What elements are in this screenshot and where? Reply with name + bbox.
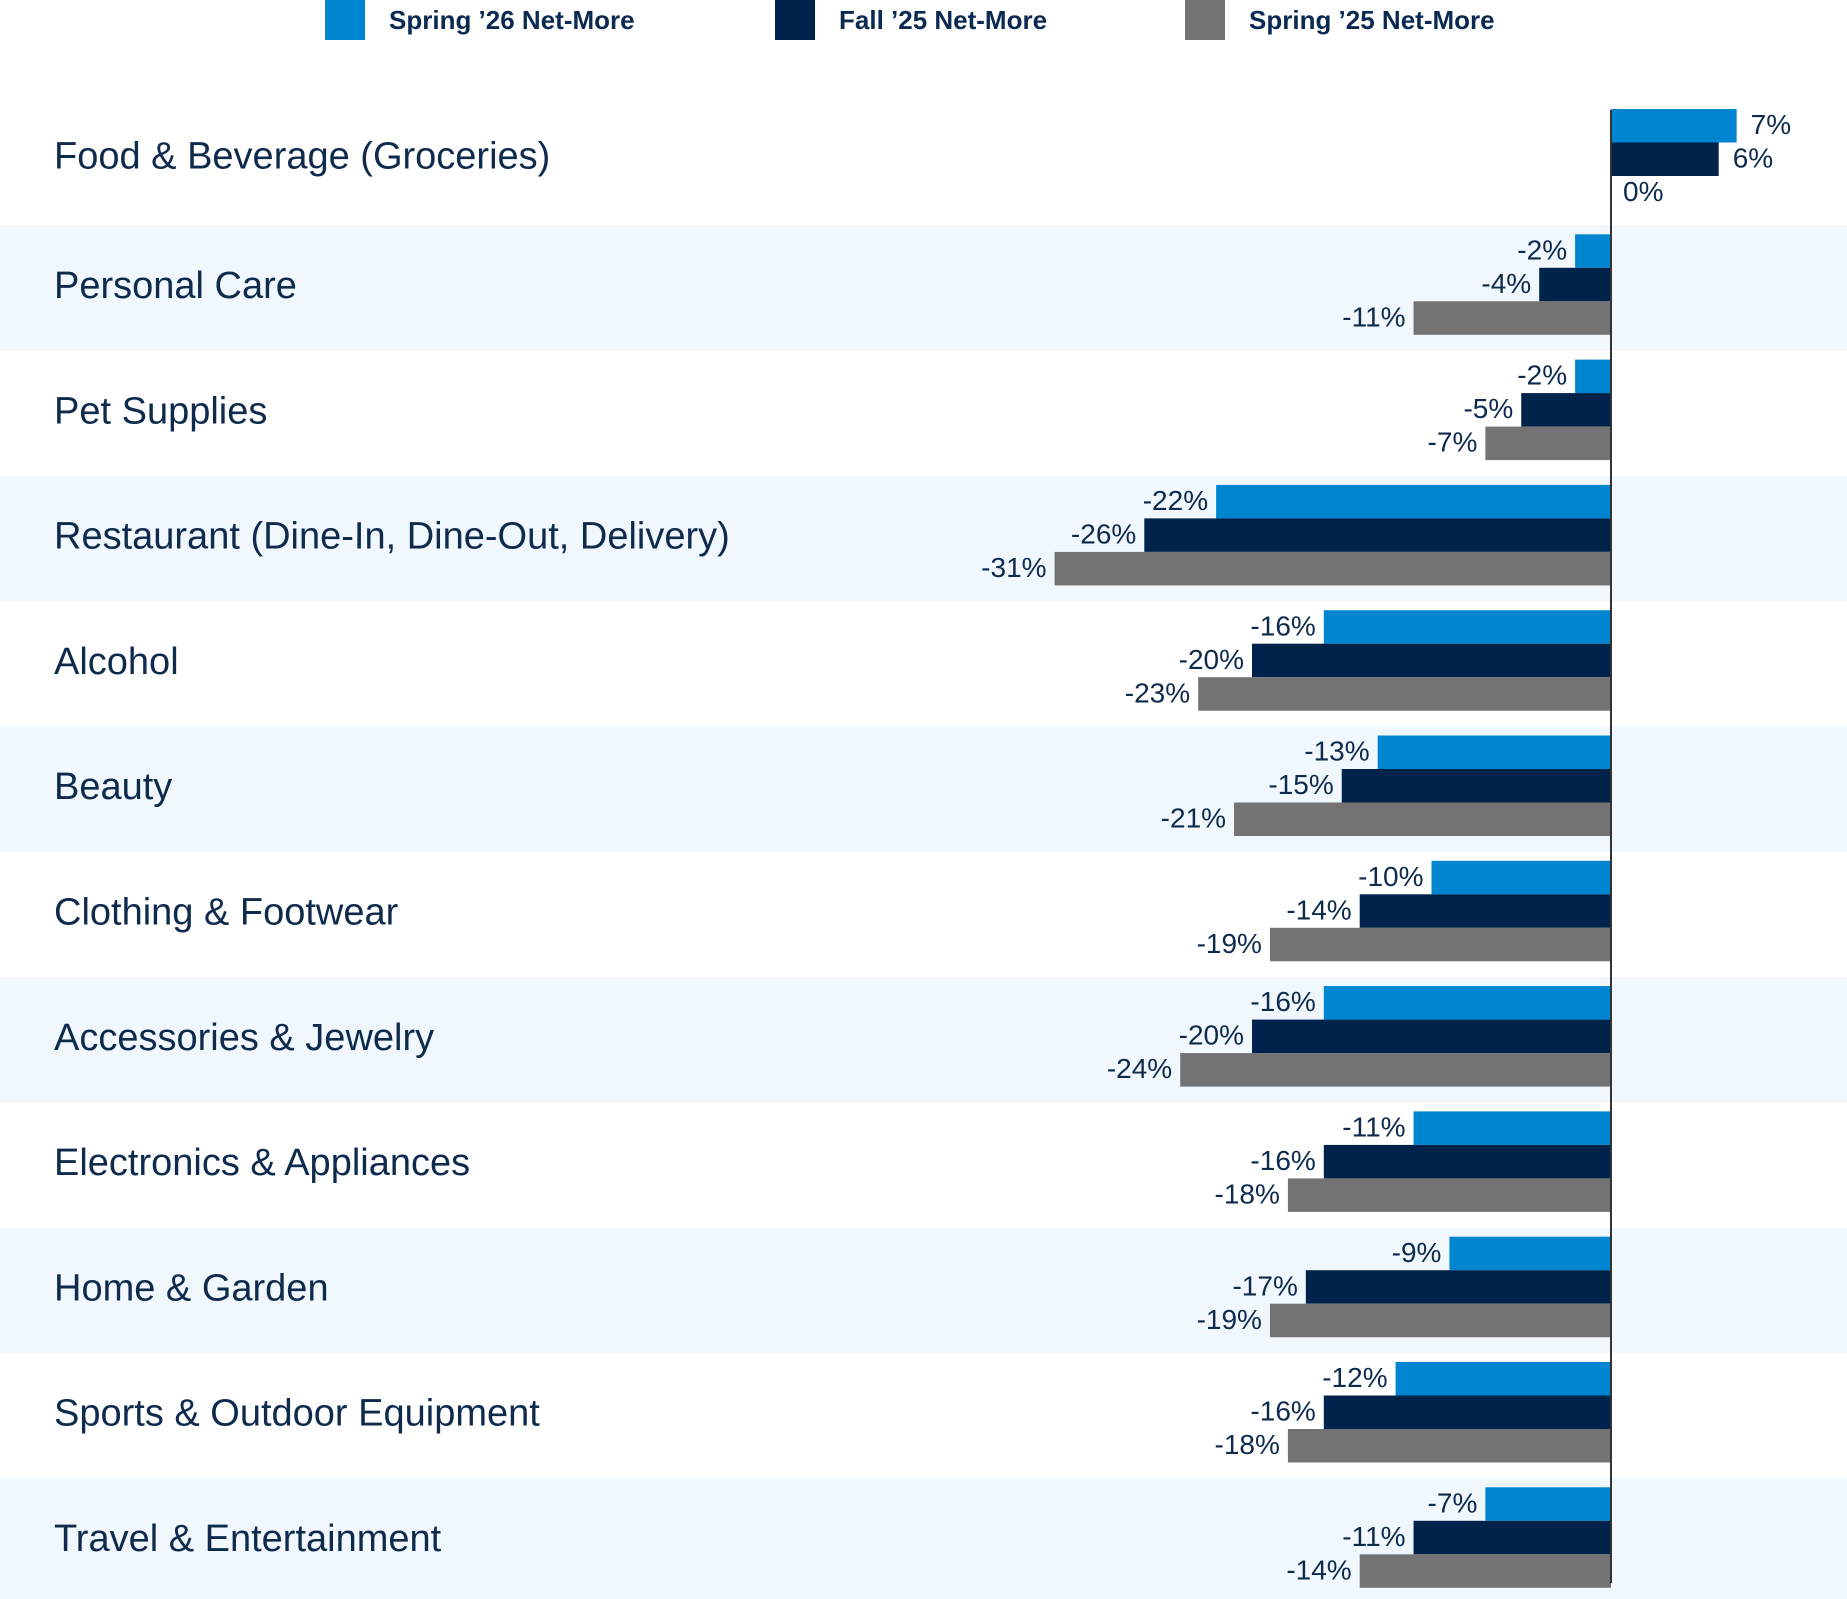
value-label-alcohol-spring-26-net-more: -16% bbox=[1250, 610, 1315, 641]
category-label-travel-entertainment: Travel & Entertainment bbox=[54, 1518, 442, 1560]
legend-label-spring-25: Spring ’25 Net-More bbox=[1249, 4, 1495, 35]
bar-accessories-jewelry-spring-25-net-more bbox=[1180, 1053, 1611, 1087]
legend-item-spring-26: Spring ’26 Net-More bbox=[325, 0, 635, 40]
bar-pet-supplies-fall-25-net-more bbox=[1521, 393, 1611, 427]
value-label-accessories-jewelry-spring-25-net-more: -24% bbox=[1107, 1053, 1172, 1084]
bar-sports-outdoor-equipment-fall-25-net-more bbox=[1323, 1395, 1611, 1429]
value-label-alcohol-spring-25-net-more: -23% bbox=[1125, 677, 1190, 708]
value-label-pet-supplies-spring-26-net-more: -2% bbox=[1517, 360, 1567, 391]
bar-alcohol-spring-25-net-more bbox=[1198, 677, 1611, 711]
value-label-pet-supplies-fall-25-net-more: -5% bbox=[1463, 393, 1513, 424]
category-label-alcohol: Alcohol bbox=[54, 641, 179, 683]
bar-food-beverage-groceries-spring-26-net-more bbox=[1611, 109, 1737, 143]
value-label-personal-care-spring-26-net-more: -2% bbox=[1517, 234, 1567, 265]
bar-travel-entertainment-spring-25-net-more bbox=[1359, 1554, 1611, 1588]
bar-restaurant-dine-in-dine-out-delivery-spring-25-net-more bbox=[1054, 551, 1611, 586]
category-label-clothing-footwear: Clothing & Footwear bbox=[54, 891, 399, 933]
value-label-sports-outdoor-equipment-fall-25-net-more: -16% bbox=[1250, 1396, 1315, 1427]
value-label-beauty-fall-25-net-more: -15% bbox=[1268, 769, 1333, 800]
legend-swatch-spring-26 bbox=[325, 0, 365, 40]
legend-label-spring-26: Spring ’26 Net-More bbox=[389, 4, 635, 35]
bar-personal-care-spring-26-net-more bbox=[1575, 234, 1611, 268]
legend: Spring ’26 Net-More Fall ’25 Net-More Sp… bbox=[0, 0, 1847, 42]
value-label-electronics-appliances-spring-26-net-more: -11% bbox=[1342, 1112, 1405, 1143]
value-label-electronics-appliances-fall-25-net-more: -16% bbox=[1250, 1145, 1315, 1176]
bar-accessories-jewelry-fall-25-net-more bbox=[1252, 1019, 1611, 1054]
bar-restaurant-dine-in-dine-out-delivery-fall-25-net-more bbox=[1144, 518, 1611, 552]
value-label-restaurant-dine-in-dine-out-delivery-fall-25-net-more: -26% bbox=[1071, 519, 1136, 550]
legend-item-spring-25: Spring ’25 Net-More bbox=[1185, 0, 1495, 40]
bar-travel-entertainment-spring-26-net-more bbox=[1485, 1487, 1611, 1521]
category-label-sports-outdoor-equipment: Sports & Outdoor Equipment bbox=[54, 1393, 540, 1435]
bar-accessories-jewelry-spring-26-net-more bbox=[1323, 986, 1611, 1020]
legend-swatch-spring-25 bbox=[1185, 0, 1225, 40]
value-label-food-beverage-groceries-spring-26-net-more: 7% bbox=[1751, 109, 1791, 140]
bar-personal-care-fall-25-net-more bbox=[1539, 267, 1611, 302]
bar-alcohol-spring-26-net-more bbox=[1323, 610, 1611, 644]
legend-item-fall-25: Fall ’25 Net-More bbox=[775, 0, 1047, 40]
category-label-beauty: Beauty bbox=[54, 766, 172, 808]
value-label-restaurant-dine-in-dine-out-delivery-spring-25-net-more: -31% bbox=[981, 552, 1046, 583]
value-label-food-beverage-groceries-spring-25-net-more: 0% bbox=[1623, 176, 1663, 207]
value-label-alcohol-fall-25-net-more: -20% bbox=[1179, 644, 1244, 675]
category-label-electronics-appliances: Electronics & Appliances bbox=[54, 1142, 470, 1184]
value-label-travel-entertainment-spring-25-net-more: -14% bbox=[1286, 1554, 1351, 1585]
value-label-travel-entertainment-fall-25-net-more: -11% bbox=[1342, 1521, 1405, 1552]
value-label-accessories-jewelry-spring-26-net-more: -16% bbox=[1250, 986, 1315, 1017]
bar-beauty-spring-25-net-more bbox=[1234, 802, 1611, 836]
bar-alcohol-fall-25-net-more bbox=[1252, 643, 1611, 678]
value-label-accessories-jewelry-fall-25-net-more: -20% bbox=[1179, 1020, 1244, 1051]
value-label-sports-outdoor-equipment-spring-26-net-more: -12% bbox=[1322, 1362, 1387, 1393]
bar-home-garden-fall-25-net-more bbox=[1305, 1270, 1611, 1304]
bar-pet-supplies-spring-25-net-more bbox=[1485, 426, 1611, 461]
category-label-food-beverage-groceries: Food & Beverage (Groceries) bbox=[54, 136, 550, 178]
value-label-food-beverage-groceries-fall-25-net-more: 6% bbox=[1733, 143, 1773, 174]
bar-home-garden-spring-26-net-more bbox=[1449, 1236, 1611, 1271]
bar-pet-supplies-spring-26-net-more bbox=[1575, 359, 1611, 394]
bar-food-beverage-groceries-fall-25-net-more bbox=[1611, 142, 1719, 176]
value-label-beauty-spring-25-net-more: -21% bbox=[1161, 803, 1226, 834]
value-label-personal-care-spring-25-net-more: -11% bbox=[1342, 301, 1405, 332]
bar-clothing-footwear-spring-26-net-more bbox=[1431, 860, 1611, 895]
bar-beauty-spring-26-net-more bbox=[1377, 735, 1611, 769]
value-label-clothing-footwear-spring-25-net-more: -19% bbox=[1197, 928, 1262, 959]
value-label-pet-supplies-spring-25-net-more: -7% bbox=[1428, 427, 1478, 458]
bar-electronics-appliances-spring-25-net-more bbox=[1287, 1178, 1611, 1212]
bar-travel-entertainment-fall-25-net-more bbox=[1413, 1520, 1611, 1555]
value-label-restaurant-dine-in-dine-out-delivery-spring-26-net-more: -22% bbox=[1143, 485, 1208, 516]
value-label-clothing-footwear-fall-25-net-more: -14% bbox=[1286, 894, 1351, 925]
category-label-personal-care: Personal Care bbox=[54, 265, 297, 307]
bar-clothing-footwear-fall-25-net-more bbox=[1359, 894, 1611, 928]
bar-personal-care-spring-25-net-more bbox=[1413, 301, 1611, 335]
bar-clothing-footwear-spring-25-net-more bbox=[1269, 927, 1611, 962]
legend-swatch-fall-25 bbox=[775, 0, 815, 40]
legend-label-fall-25: Fall ’25 Net-More bbox=[839, 4, 1048, 35]
bar-beauty-fall-25-net-more bbox=[1341, 769, 1611, 803]
value-label-beauty-spring-26-net-more: -13% bbox=[1304, 736, 1369, 767]
value-label-home-garden-spring-25-net-more: -19% bbox=[1197, 1304, 1262, 1335]
bar-restaurant-dine-in-dine-out-delivery-spring-26-net-more bbox=[1216, 484, 1611, 519]
category-label-accessories-jewelry: Accessories & Jewelry bbox=[54, 1017, 434, 1059]
value-label-electronics-appliances-spring-25-net-more: -18% bbox=[1215, 1179, 1280, 1210]
category-label-restaurant-dine-in-dine-out-delivery: Restaurant (Dine-In, Dine-Out, Delivery) bbox=[54, 516, 730, 558]
category-label-pet-supplies: Pet Supplies bbox=[54, 390, 267, 432]
value-label-sports-outdoor-equipment-spring-25-net-more: -18% bbox=[1215, 1429, 1280, 1460]
value-label-home-garden-spring-26-net-more: -9% bbox=[1392, 1237, 1442, 1268]
value-label-clothing-footwear-spring-26-net-more: -10% bbox=[1358, 861, 1423, 892]
value-label-personal-care-fall-25-net-more: -4% bbox=[1481, 268, 1531, 299]
bar-electronics-appliances-fall-25-net-more bbox=[1323, 1144, 1611, 1179]
bar-sports-outdoor-equipment-spring-26-net-more bbox=[1395, 1362, 1611, 1396]
category-label-home-garden: Home & Garden bbox=[54, 1267, 329, 1309]
bar-sports-outdoor-equipment-spring-25-net-more bbox=[1287, 1429, 1611, 1463]
bar-electronics-appliances-spring-26-net-more bbox=[1413, 1111, 1611, 1145]
value-label-travel-entertainment-spring-26-net-more: -7% bbox=[1428, 1487, 1478, 1518]
value-label-home-garden-fall-25-net-more: -17% bbox=[1232, 1270, 1297, 1301]
bar-home-garden-spring-25-net-more bbox=[1269, 1303, 1611, 1338]
